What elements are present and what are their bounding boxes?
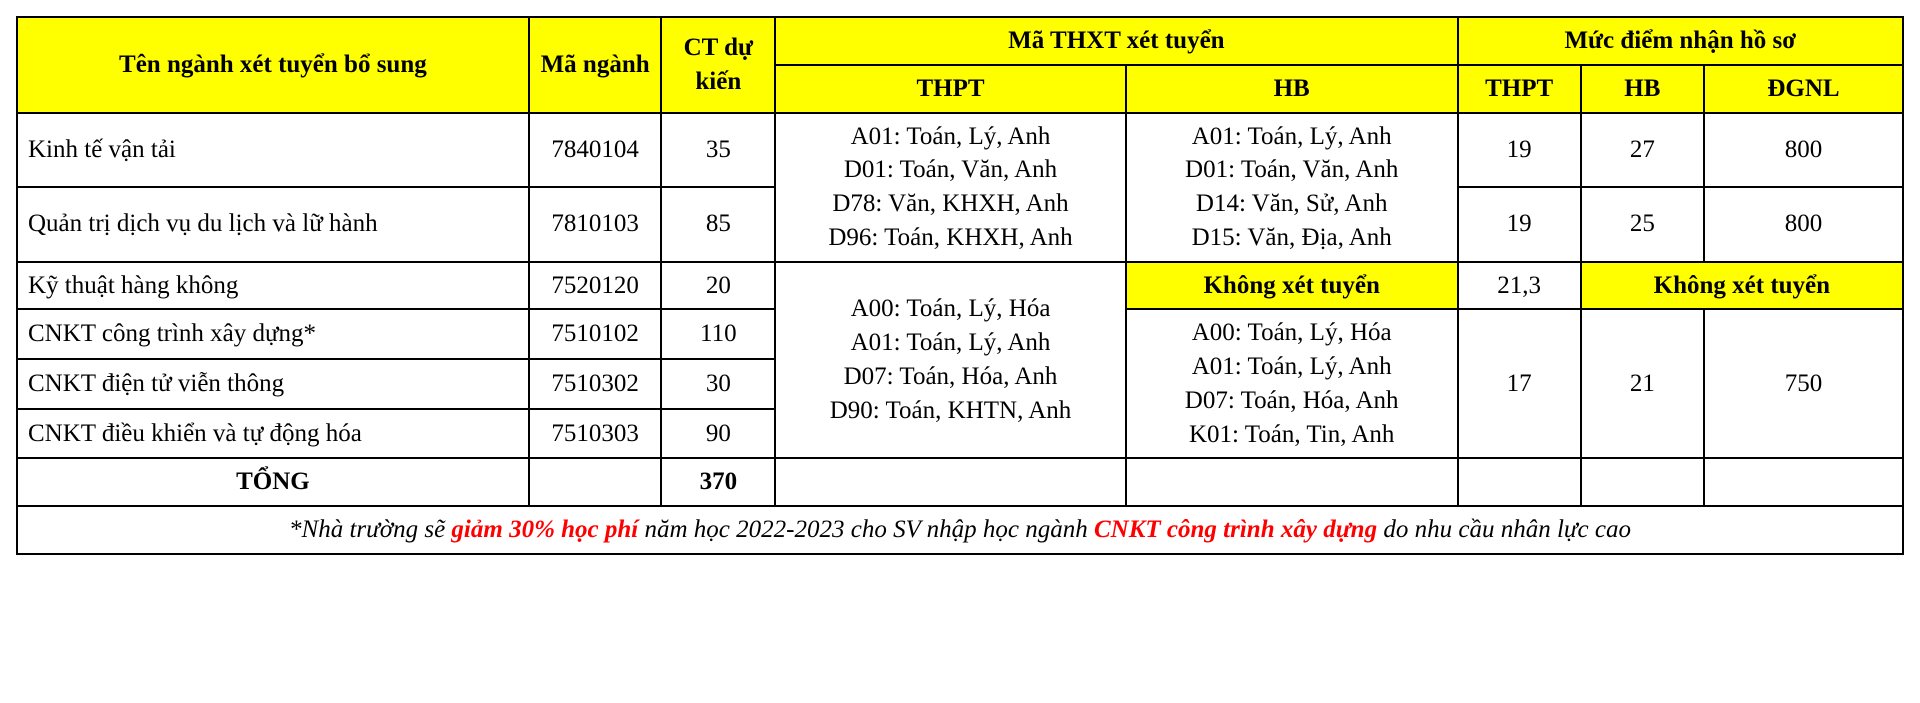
cell-score-dgnl: 750 (1704, 309, 1903, 458)
footnote-cell: *Nhà trường sẽ giảm 30% học phí năm học … (17, 506, 1903, 554)
empty-cell (1458, 458, 1581, 506)
cell-score-thpt: 19 (1458, 187, 1581, 262)
empty-cell (775, 458, 1126, 506)
header-score-dgnl: ĐGNL (1704, 65, 1903, 113)
combo-line: D90: Toán, KHTN, Anh (786, 394, 1115, 428)
combo-line: A01: Toán, Lý, Anh (786, 120, 1115, 154)
cell-score-note: Không xét tuyển (1581, 262, 1903, 310)
empty-cell (1581, 458, 1704, 506)
cell-name: CNKT công trình xây dựng* (17, 309, 529, 359)
cell-code: 7810103 (529, 187, 662, 262)
combo-line: D07: Toán, Hóa, Anh (786, 360, 1115, 394)
cell-name: Quản trị dịch vụ du lịch và lữ hành (17, 187, 529, 262)
cell-score-dgnl: 800 (1704, 113, 1903, 188)
cell-hb-note: Không xét tuyển (1126, 262, 1458, 310)
footnote-text: *Nhà trường sẽ (289, 516, 451, 543)
combo-line: D07: Toán, Hóa, Anh (1137, 384, 1447, 418)
header-score-thpt: THPT (1458, 65, 1581, 113)
cell-name: CNKT điều khiển và tự động hóa (17, 409, 529, 459)
empty-cell (1704, 458, 1903, 506)
combo-line: D15: Văn, Địa, Anh (1137, 221, 1447, 255)
cell-score-hb: 21 (1581, 309, 1704, 458)
combo-line: D78: Văn, KHXH, Anh (786, 187, 1115, 221)
combo-line: A01: Toán, Lý, Anh (1137, 120, 1447, 154)
combo-line: D96: Toán, KHXH, Anh (786, 221, 1115, 255)
combo-line: A00: Toán, Lý, Hóa (1137, 316, 1447, 350)
cell-combo-hb: A01: Toán, Lý, Anh D01: Toán, Văn, Anh D… (1126, 113, 1458, 262)
empty-cell (529, 458, 662, 506)
combo-line: A01: Toán, Lý, Anh (786, 326, 1115, 360)
cell-quota: 110 (661, 309, 775, 359)
header-combo-hb: HB (1126, 65, 1458, 113)
cell-quota: 90 (661, 409, 775, 459)
cell-quota: 30 (661, 359, 775, 409)
combo-line: D14: Văn, Sử, Anh (1137, 187, 1447, 221)
combo-line: D01: Toán, Văn, Anh (1137, 153, 1447, 187)
cell-name: Kỹ thuật hàng không (17, 262, 529, 310)
header-row-1: Tên ngành xét tuyển bổ sung Mã ngành CT … (17, 17, 1903, 65)
combo-line: K01: Toán, Tin, Anh (1137, 418, 1447, 452)
table-row: Kinh tế vận tải 7840104 35 A01: Toán, Lý… (17, 113, 1903, 188)
cell-score-thpt: 17 (1458, 309, 1581, 458)
admission-table: Tên ngành xét tuyển bổ sung Mã ngành CT … (16, 16, 1904, 555)
cell-name: Kinh tế vận tải (17, 113, 529, 188)
cell-score-thpt: 19 (1458, 113, 1581, 188)
header-score-group: Mức điểm nhận hồ sơ (1458, 17, 1903, 65)
cell-code: 7510303 (529, 409, 662, 459)
header-code: Mã ngành (529, 17, 662, 113)
total-row: TỔNG 370 (17, 458, 1903, 506)
table-row: Kỹ thuật hàng không 7520120 20 A00: Toán… (17, 262, 1903, 310)
cell-quota: 35 (661, 113, 775, 188)
header-combo-thpt: THPT (775, 65, 1126, 113)
cell-quota: 85 (661, 187, 775, 262)
cell-code: 7510302 (529, 359, 662, 409)
header-score-hb: HB (1581, 65, 1704, 113)
footnote-highlight: giảm 30% học phí (451, 516, 638, 543)
combo-line: A01: Toán, Lý, Anh (1137, 350, 1447, 384)
header-quota: CT dự kiến (661, 17, 775, 113)
total-label: TỔNG (17, 458, 529, 506)
cell-combo-thpt: A01: Toán, Lý, Anh D01: Toán, Văn, Anh D… (775, 113, 1126, 262)
cell-code: 7840104 (529, 113, 662, 188)
header-name: Tên ngành xét tuyển bổ sung (17, 17, 529, 113)
total-value: 370 (661, 458, 775, 506)
cell-score-hb: 25 (1581, 187, 1704, 262)
footnote-highlight: CNKT công trình xây dựng (1094, 516, 1377, 543)
cell-code: 7510102 (529, 309, 662, 359)
cell-name: CNKT điện tử viễn thông (17, 359, 529, 409)
cell-score-dgnl: 800 (1704, 187, 1903, 262)
cell-quota: 20 (661, 262, 775, 310)
cell-score-hb: 27 (1581, 113, 1704, 188)
cell-combo-thpt: A00: Toán, Lý, Hóa A01: Toán, Lý, Anh D0… (775, 262, 1126, 459)
footnote-text: năm học 2022-2023 cho SV nhập học ngành (638, 516, 1094, 543)
empty-cell (1126, 458, 1458, 506)
footnote-text: do nhu cầu nhân lực cao (1377, 516, 1631, 543)
cell-combo-hb: A00: Toán, Lý, Hóa A01: Toán, Lý, Anh D0… (1126, 309, 1458, 458)
cell-code: 7520120 (529, 262, 662, 310)
cell-score-thpt: 21,3 (1458, 262, 1581, 310)
combo-line: A00: Toán, Lý, Hóa (786, 292, 1115, 326)
combo-line: D01: Toán, Văn, Anh (786, 153, 1115, 187)
footnote-row: *Nhà trường sẽ giảm 30% học phí năm học … (17, 506, 1903, 554)
header-combo-group: Mã THXT xét tuyển (775, 17, 1457, 65)
